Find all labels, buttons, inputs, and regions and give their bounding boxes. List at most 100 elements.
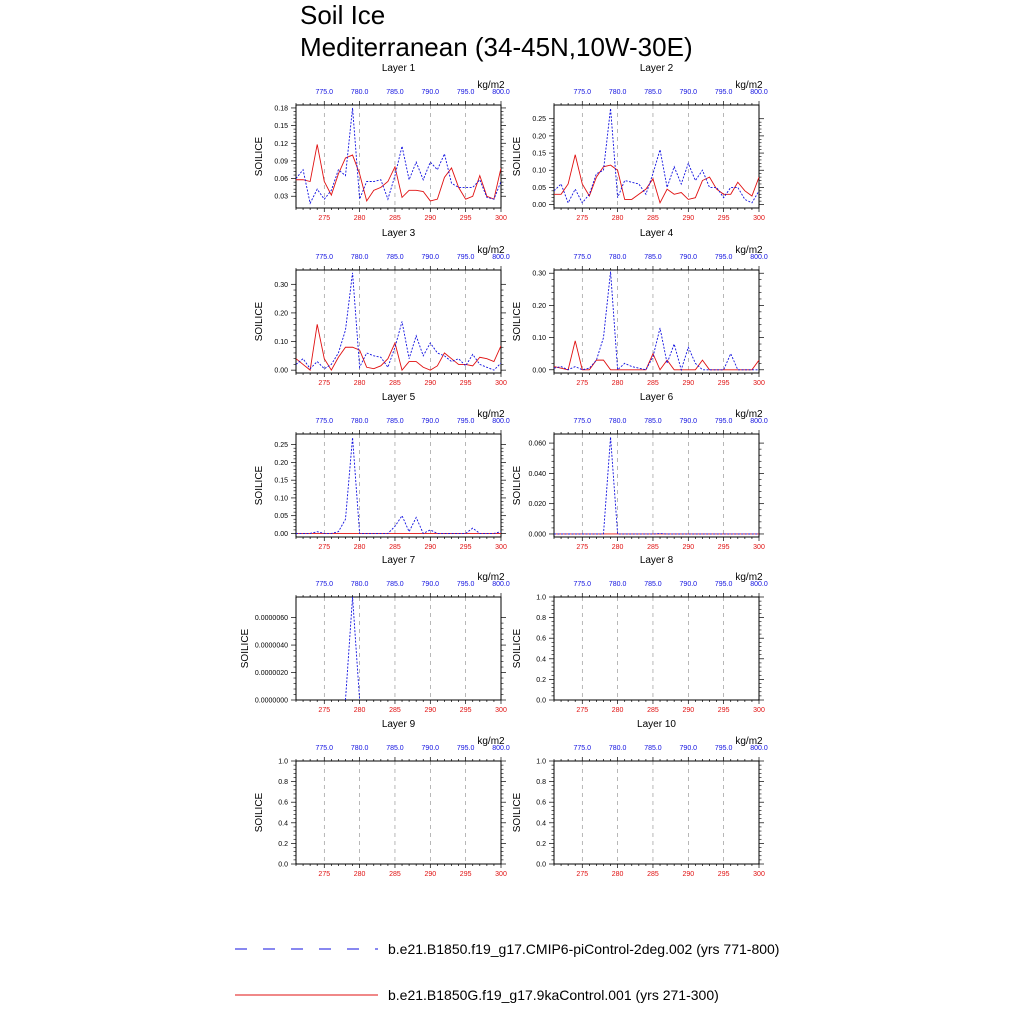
y-tick-label: 0.4 bbox=[278, 820, 288, 827]
x-tick-label-top: 775.0 bbox=[574, 254, 592, 261]
x-tick-label-bottom: 275 bbox=[576, 871, 588, 878]
chart-panel-1: Layer 1 kg/m2 SOILICE 275 280 285 290 295 300 775… bbox=[254, 63, 510, 222]
y-tick-label: 0.10 bbox=[274, 495, 288, 502]
x-tick-label-top: 785.0 bbox=[386, 89, 404, 96]
x-tick-label-top: 785.0 bbox=[644, 89, 662, 96]
x-tick-label-bottom: 275 bbox=[318, 215, 330, 222]
x-tick-label-top: 800.0 bbox=[750, 745, 768, 752]
series-line-9ka bbox=[296, 324, 501, 372]
x-tick-label-top: 790.0 bbox=[680, 89, 698, 96]
x-tick-label-bottom: 300 bbox=[495, 871, 507, 878]
plot-frame bbox=[553, 433, 760, 538]
y-tick-label: 0.0 bbox=[536, 862, 546, 869]
y-tick-label: 0.2 bbox=[536, 841, 546, 848]
x-tick-label-bottom: 290 bbox=[682, 871, 694, 878]
x-tick-label-top: 800.0 bbox=[750, 581, 768, 588]
x-tick-label-top: 795.0 bbox=[715, 581, 733, 588]
series-line-picontrol bbox=[296, 272, 501, 371]
x-tick-label-bottom: 285 bbox=[389, 871, 401, 878]
y-tick-label: 0.8 bbox=[278, 779, 288, 786]
y-tick-label: 0.2 bbox=[278, 841, 288, 848]
y-tick-label: 0.6 bbox=[536, 800, 546, 807]
y-tick-label: 0.10 bbox=[532, 335, 546, 342]
y-tick-label: 0.00 bbox=[532, 367, 546, 374]
y-tick-label: 0.2 bbox=[536, 677, 546, 684]
y-tick-label: 0.0000000 bbox=[255, 698, 288, 705]
x-tick-label-bottom: 300 bbox=[753, 544, 765, 551]
x-tick-label-bottom: 285 bbox=[647, 380, 659, 387]
plot-frame bbox=[553, 596, 760, 701]
y-tick-label: 0.20 bbox=[532, 133, 546, 140]
x-tick-label-bottom: 280 bbox=[354, 707, 366, 714]
y-axis-label: SOILICE bbox=[512, 628, 523, 668]
x-tick-label-top: 775.0 bbox=[316, 254, 334, 261]
figure-title-line1: Soil Ice bbox=[300, 0, 386, 30]
x-tick-label-bottom: 285 bbox=[647, 871, 659, 878]
x-tick-label-bottom: 280 bbox=[354, 215, 366, 222]
x-tick-label-top: 790.0 bbox=[680, 581, 698, 588]
units-label: kg/m2 bbox=[735, 245, 763, 256]
y-tick-label: 0.0000020 bbox=[255, 670, 288, 677]
y-tick-label: 0.30 bbox=[532, 271, 546, 278]
x-tick-label-top: 800.0 bbox=[492, 254, 510, 261]
x-tick-label-bottom: 295 bbox=[718, 380, 730, 387]
x-tick-label-top: 780.0 bbox=[609, 89, 627, 96]
x-tick-label-top: 780.0 bbox=[609, 745, 627, 752]
y-tick-label: 0.8 bbox=[536, 779, 546, 786]
x-tick-label-bottom: 300 bbox=[753, 380, 765, 387]
x-tick-label-bottom: 285 bbox=[389, 707, 401, 714]
x-tick-label-top: 790.0 bbox=[422, 418, 440, 425]
x-tick-label-top: 790.0 bbox=[680, 418, 698, 425]
x-tick-label-bottom: 280 bbox=[612, 380, 624, 387]
x-tick-label-bottom: 285 bbox=[389, 380, 401, 387]
y-tick-label: 0.05 bbox=[532, 185, 546, 192]
chart-panel-6: Layer 6 kg/m2 SOILICE 275 280 285 290 295 300 775… bbox=[512, 392, 768, 551]
x-tick-label-bottom: 300 bbox=[495, 215, 507, 222]
x-tick-label-top: 785.0 bbox=[386, 418, 404, 425]
x-tick-label-top: 785.0 bbox=[386, 254, 404, 261]
x-tick-label-top: 785.0 bbox=[644, 745, 662, 752]
x-tick-label-bottom: 290 bbox=[682, 215, 694, 222]
x-tick-label-top: 795.0 bbox=[715, 745, 733, 752]
x-tick-label-top: 780.0 bbox=[609, 581, 627, 588]
x-tick-label-bottom: 300 bbox=[753, 215, 765, 222]
x-tick-label-bottom: 280 bbox=[612, 707, 624, 714]
x-tick-label-bottom: 300 bbox=[495, 707, 507, 714]
chart-panel-4: Layer 4 kg/m2 SOILICE 275 280 285 290 295 300 775… bbox=[512, 228, 768, 387]
y-tick-label: 0.30 bbox=[274, 282, 288, 289]
x-tick-label-bottom: 300 bbox=[495, 380, 507, 387]
x-tick-label-bottom: 275 bbox=[576, 380, 588, 387]
plot-frame bbox=[295, 433, 502, 538]
x-tick-label-bottom: 275 bbox=[576, 215, 588, 222]
x-tick-label-top: 795.0 bbox=[715, 418, 733, 425]
y-axis-label: SOILICE bbox=[254, 792, 265, 832]
y-axis-label: SOILICE bbox=[512, 465, 523, 505]
series-line-9ka bbox=[554, 154, 759, 205]
plot-frame bbox=[295, 596, 502, 701]
y-tick-label: 0.25 bbox=[532, 116, 546, 123]
x-tick-label-bottom: 295 bbox=[718, 544, 730, 551]
y-axis-label: SOILICE bbox=[254, 301, 265, 341]
x-tick-label-top: 790.0 bbox=[422, 581, 440, 588]
y-tick-label: 0.18 bbox=[274, 105, 288, 112]
y-tick-label: 0.06 bbox=[274, 176, 288, 183]
x-tick-label-top: 800.0 bbox=[492, 89, 510, 96]
x-tick-label-top: 785.0 bbox=[644, 418, 662, 425]
x-tick-label-top: 795.0 bbox=[457, 89, 475, 96]
chart-panel-3: Layer 3 kg/m2 SOILICE 275 280 285 290 295 300 775… bbox=[254, 228, 510, 387]
x-tick-label-bottom: 295 bbox=[718, 707, 730, 714]
x-tick-label-top: 775.0 bbox=[574, 745, 592, 752]
y-tick-label: 0.15 bbox=[274, 478, 288, 485]
x-tick-label-bottom: 295 bbox=[460, 871, 472, 878]
x-tick-label-bottom: 290 bbox=[424, 871, 436, 878]
y-tick-label: 0.6 bbox=[536, 636, 546, 643]
y-tick-label: 1.0 bbox=[278, 759, 288, 766]
y-tick-label: 0.20 bbox=[532, 303, 546, 310]
x-tick-label-bottom: 295 bbox=[718, 871, 730, 878]
x-tick-label-top: 775.0 bbox=[316, 89, 334, 96]
x-tick-label-bottom: 290 bbox=[682, 544, 694, 551]
x-tick-label-top: 795.0 bbox=[457, 581, 475, 588]
units-label: kg/m2 bbox=[477, 245, 505, 256]
y-axis-label: SOILICE bbox=[512, 792, 523, 832]
y-tick-label: 0.040 bbox=[528, 471, 546, 478]
